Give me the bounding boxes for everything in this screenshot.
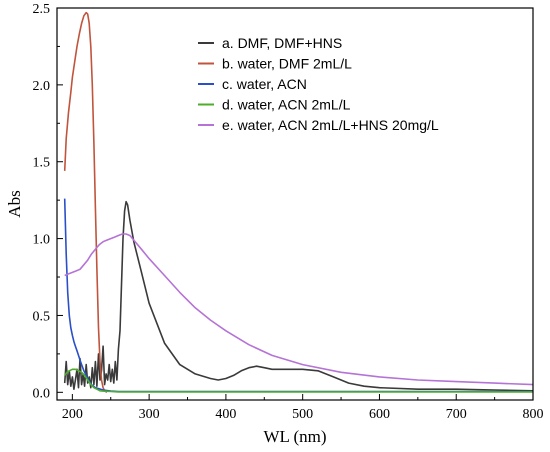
x-tick-label: 300: [139, 407, 160, 422]
y-tick-label: 2.0: [33, 79, 51, 94]
legend: a. DMF, DMF+HNS b. water, DMF 2mL/L c. wat…: [198, 35, 439, 133]
legend-label: e. water, ACN 2mL/L+HNS 20mg/L: [222, 117, 439, 133]
y-tick-label: 0.5: [33, 309, 51, 324]
series-line-d: [64, 368, 533, 393]
series-group: [63, 11, 533, 393]
x-tick-label: 800: [523, 407, 544, 422]
x-tick-label: 600: [369, 407, 390, 422]
y-tick-label: 1.0: [33, 233, 51, 248]
axes-layer: 200 300 400 500 600 700 800 0.0 0.5 1.0 1.5 2.0 2.5 W…: [5, 2, 544, 446]
series-line-a: [63, 200, 533, 392]
plot-layer: [63, 11, 533, 393]
x-tick-label: 200: [62, 407, 83, 422]
x-tick-label: 400: [215, 407, 236, 422]
series-line-e: [64, 233, 533, 386]
x-axis-label: WL (nm): [263, 427, 326, 446]
y-tick-label: 0.0: [33, 386, 51, 401]
x-tick-label: 700: [446, 407, 467, 422]
legend-label: d. water, ACN 2mL/L: [222, 97, 351, 113]
x-tick-label: 500: [292, 407, 313, 422]
y-tick-label: 1.5: [33, 156, 51, 171]
legend-label: b. water, DMF 2mL/L: [222, 56, 352, 72]
series-line-b: [63, 11, 108, 393]
y-tick-label: 2.5: [33, 2, 51, 17]
y-axis-label: Abs: [5, 190, 24, 217]
legend-label: c. water, ACN: [222, 76, 307, 92]
legend-label: a. DMF, DMF+HNS: [222, 35, 342, 51]
plot-frame: [56, 7, 534, 401]
series-line-c: [63, 198, 533, 393]
